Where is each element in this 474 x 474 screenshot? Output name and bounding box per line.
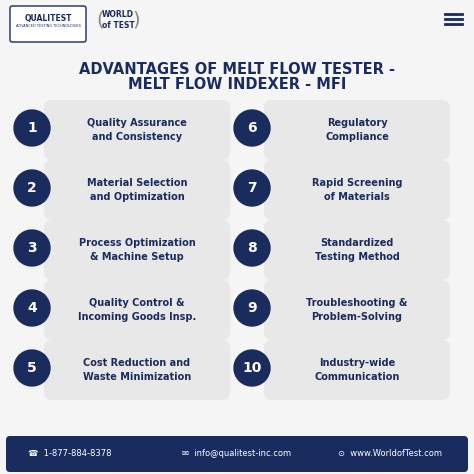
Text: Regulatory
Compliance: Regulatory Compliance <box>325 118 389 142</box>
Circle shape <box>14 350 50 386</box>
FancyBboxPatch shape <box>264 160 450 220</box>
Text: 1: 1 <box>27 121 37 135</box>
Text: QUALITEST: QUALITEST <box>24 14 72 23</box>
Text: Troubleshooting &
Problem-Solving: Troubleshooting & Problem-Solving <box>306 299 408 321</box>
Text: Rapid Screening
of Materials: Rapid Screening of Materials <box>312 178 402 201</box>
FancyBboxPatch shape <box>44 220 230 280</box>
Text: Industry-wide
Communication: Industry-wide Communication <box>314 358 400 382</box>
Text: 5: 5 <box>27 361 37 375</box>
Circle shape <box>14 290 50 326</box>
Text: Standardized
Testing Method: Standardized Testing Method <box>315 238 400 262</box>
FancyBboxPatch shape <box>44 160 230 220</box>
FancyBboxPatch shape <box>6 436 468 472</box>
FancyBboxPatch shape <box>10 6 86 42</box>
Text: 9: 9 <box>247 301 257 315</box>
Text: 3: 3 <box>27 241 37 255</box>
Circle shape <box>234 170 270 206</box>
Circle shape <box>14 230 50 266</box>
Text: ): ) <box>132 10 140 29</box>
FancyBboxPatch shape <box>44 100 230 160</box>
Circle shape <box>14 110 50 146</box>
Text: WORLD
of TEST: WORLD of TEST <box>101 10 134 30</box>
Text: ⊙  www.WorldofTest.com: ⊙ www.WorldofTest.com <box>338 449 442 458</box>
Text: 6: 6 <box>247 121 257 135</box>
Circle shape <box>234 350 270 386</box>
Circle shape <box>234 230 270 266</box>
FancyBboxPatch shape <box>44 280 230 340</box>
FancyBboxPatch shape <box>264 280 450 340</box>
Text: Cost Reduction and
Waste Minimization: Cost Reduction and Waste Minimization <box>83 358 191 382</box>
Text: Quality Assurance
and Consistency: Quality Assurance and Consistency <box>87 118 187 142</box>
Text: ☎  1-877-884-8378: ☎ 1-877-884-8378 <box>28 449 112 458</box>
Text: (: ( <box>96 10 104 29</box>
Text: 10: 10 <box>242 361 262 375</box>
Text: Quality Control &
Incoming Goods Insp.: Quality Control & Incoming Goods Insp. <box>78 299 196 321</box>
Circle shape <box>234 110 270 146</box>
FancyBboxPatch shape <box>264 220 450 280</box>
Text: ADVANTAGES OF MELT FLOW TESTER -: ADVANTAGES OF MELT FLOW TESTER - <box>79 62 395 77</box>
Text: 8: 8 <box>247 241 257 255</box>
FancyBboxPatch shape <box>44 340 230 400</box>
Text: 7: 7 <box>247 181 257 195</box>
Text: Material Selection
and Optimization: Material Selection and Optimization <box>87 178 187 201</box>
Circle shape <box>14 170 50 206</box>
Text: ✉  info@qualitest-inc.com: ✉ info@qualitest-inc.com <box>182 449 292 458</box>
Text: 4: 4 <box>27 301 37 315</box>
FancyBboxPatch shape <box>264 100 450 160</box>
Text: ADVANCED TESTING TECHNOLOGIES: ADVANCED TESTING TECHNOLOGIES <box>16 24 81 28</box>
Text: MELT FLOW INDEXER - MFI: MELT FLOW INDEXER - MFI <box>128 77 346 92</box>
Text: 2: 2 <box>27 181 37 195</box>
FancyBboxPatch shape <box>264 340 450 400</box>
Circle shape <box>234 290 270 326</box>
Text: Process Optimization
& Machine Setup: Process Optimization & Machine Setup <box>79 238 195 262</box>
